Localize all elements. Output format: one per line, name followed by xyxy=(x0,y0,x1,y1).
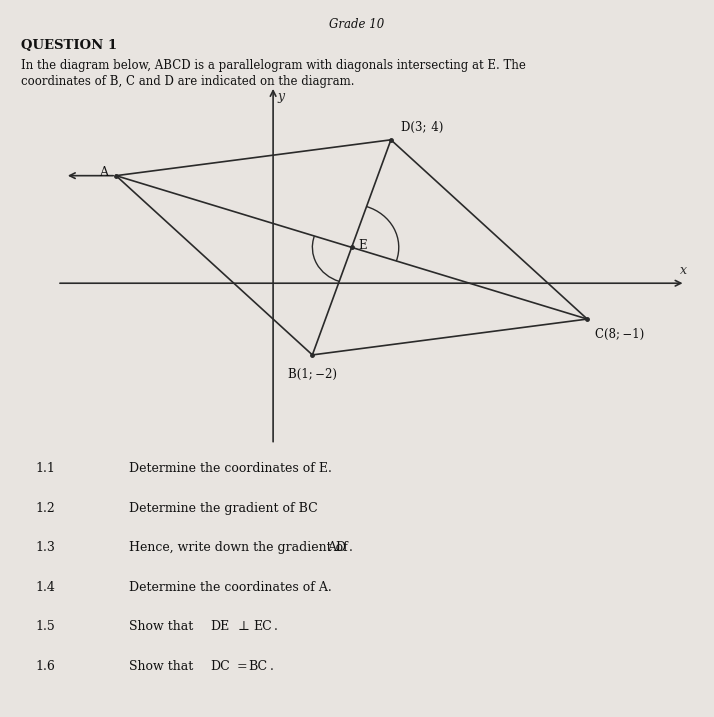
Text: 1.5: 1.5 xyxy=(36,620,56,633)
Text: 1.6: 1.6 xyxy=(36,660,56,673)
Text: ⊥: ⊥ xyxy=(234,620,254,633)
Text: Determine the coordinates of E.: Determine the coordinates of E. xyxy=(129,462,331,475)
Text: D(3;  4): D(3; 4) xyxy=(401,121,443,135)
Text: DE: DE xyxy=(211,620,230,633)
Text: Hence, write down the gradient of: Hence, write down the gradient of xyxy=(129,541,351,554)
Text: Determine the coordinates of A.: Determine the coordinates of A. xyxy=(129,581,331,594)
Text: .: . xyxy=(348,541,352,554)
Text: EC: EC xyxy=(253,620,272,633)
Text: coordinates of B, C and D are indicated on the diagram.: coordinates of B, C and D are indicated … xyxy=(21,75,355,87)
Text: 1.4: 1.4 xyxy=(36,581,56,594)
Text: QUESTION 1: QUESTION 1 xyxy=(21,39,118,52)
Text: x: x xyxy=(680,264,687,277)
Text: BC: BC xyxy=(248,660,268,673)
Text: =: = xyxy=(233,660,251,673)
Text: y: y xyxy=(278,90,285,103)
Text: A: A xyxy=(99,166,109,179)
Text: C(8; −1): C(8; −1) xyxy=(595,328,644,341)
Text: AD: AD xyxy=(327,541,346,554)
Text: 1.2: 1.2 xyxy=(36,502,56,515)
Text: E: E xyxy=(358,239,367,252)
Text: Show that: Show that xyxy=(129,660,197,673)
Text: DC: DC xyxy=(211,660,231,673)
Text: Determine the gradient of BC: Determine the gradient of BC xyxy=(129,502,317,515)
Text: 1.1: 1.1 xyxy=(36,462,56,475)
Text: B(1; −2): B(1; −2) xyxy=(288,368,337,381)
Text: Show that: Show that xyxy=(129,620,197,633)
Text: .: . xyxy=(270,660,273,673)
Text: Grade 10: Grade 10 xyxy=(329,18,385,31)
Text: 1.3: 1.3 xyxy=(36,541,56,554)
Text: .: . xyxy=(273,620,277,633)
Text: In the diagram below, ABCD is a parallelogram with diagonals intersecting at E. : In the diagram below, ABCD is a parallel… xyxy=(21,59,526,72)
